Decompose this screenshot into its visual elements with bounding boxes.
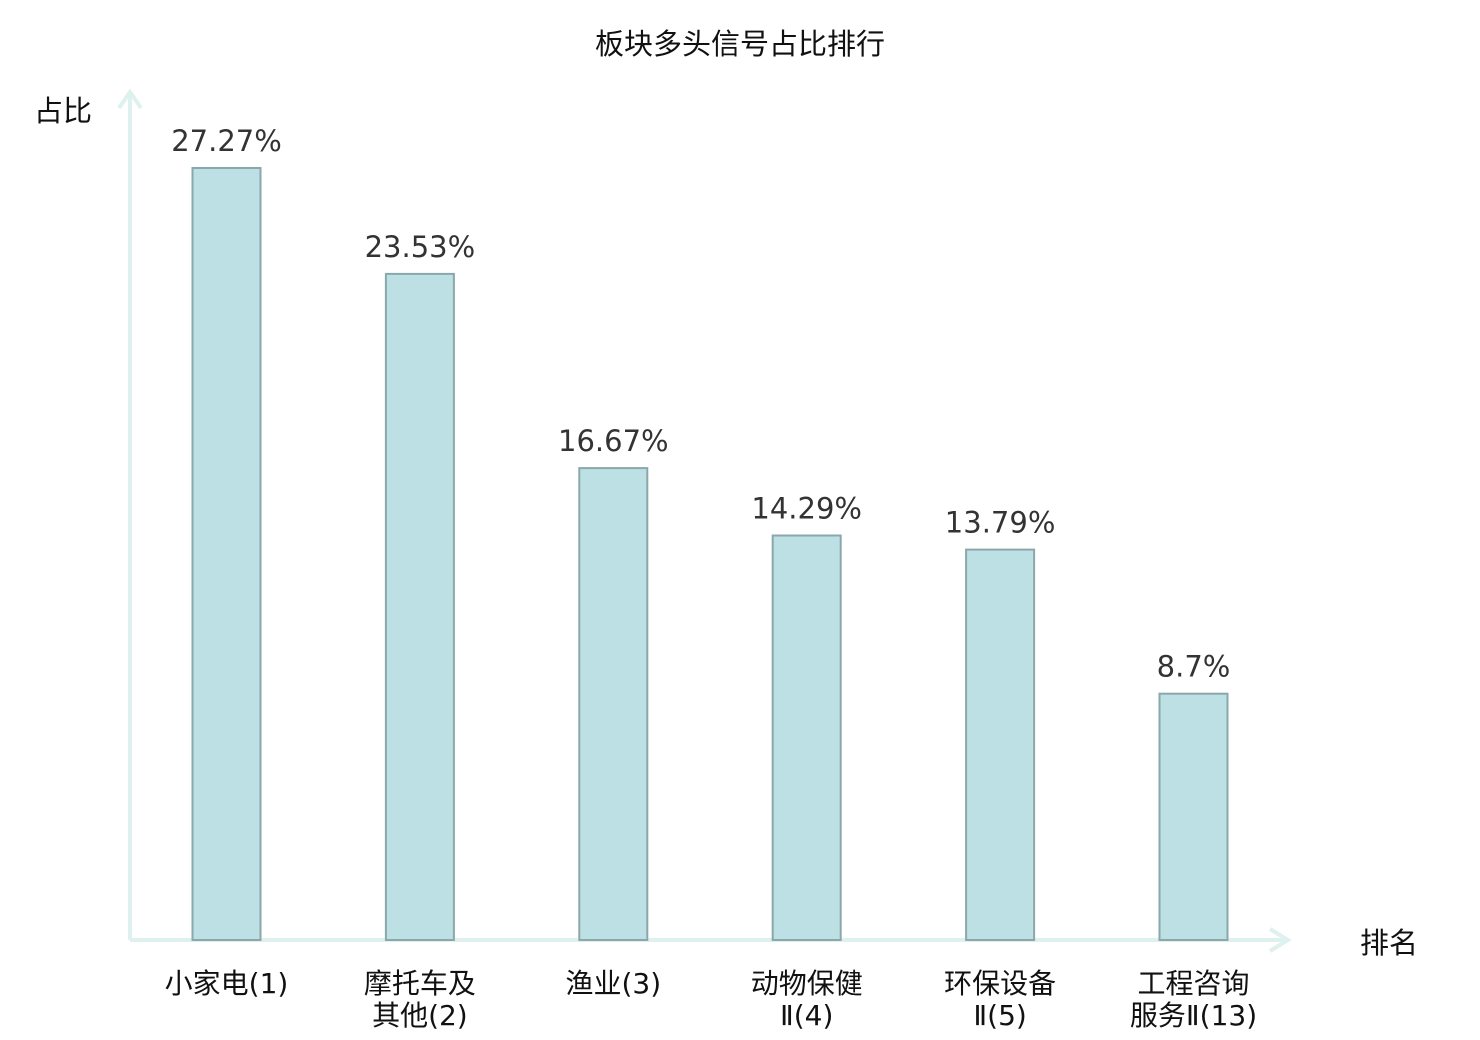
category-tick-label: 工程咨询服务Ⅱ(13) <box>1130 967 1257 1032</box>
category-labels-group: 小家电(1) 摩托车及其他(2) 渔业(3) 动物保健 Ⅱ(4) 环保设备 Ⅱ(5) 工程咨询… <box>165 967 1257 1032</box>
bar <box>965 548 1036 941</box>
category-tick-label: 小家电(1) <box>165 967 289 1000</box>
chart-title: 板块多头信号占比排行 <box>595 27 885 61</box>
bar-value-label: 23.53% <box>365 230 476 264</box>
y-axis-arrowhead <box>117 88 143 110</box>
bar-value-label: 13.79% <box>945 506 1056 540</box>
bars-group <box>191 167 1229 942</box>
bar <box>771 534 842 941</box>
value-labels-group: 27.27% 23.53% 16.67% 14.29% 13.79% 8.7% <box>171 124 1230 684</box>
bar-value-label: 27.27% <box>171 124 282 158</box>
bar <box>1158 692 1229 942</box>
category-tick-label: 摩托车及其他(2) <box>364 967 476 1032</box>
x-axis-arrowhead <box>1268 927 1292 953</box>
bar-value-label: 14.29% <box>751 492 862 526</box>
category-tick-label: 渔业(3) <box>565 967 661 1000</box>
bar <box>578 467 649 941</box>
category-tick-label: 环保设备 Ⅱ(5) <box>944 967 1056 1032</box>
x-axis-label: 排名 <box>1360 926 1418 960</box>
bar <box>191 167 262 941</box>
category-tick-label: 动物保健 Ⅱ(4) <box>751 967 863 1032</box>
y-axis-label: 占比 <box>34 94 92 128</box>
bar-value-label: 16.67% <box>558 424 669 458</box>
bar-value-label: 8.7% <box>1157 650 1231 684</box>
bar <box>384 272 455 941</box>
